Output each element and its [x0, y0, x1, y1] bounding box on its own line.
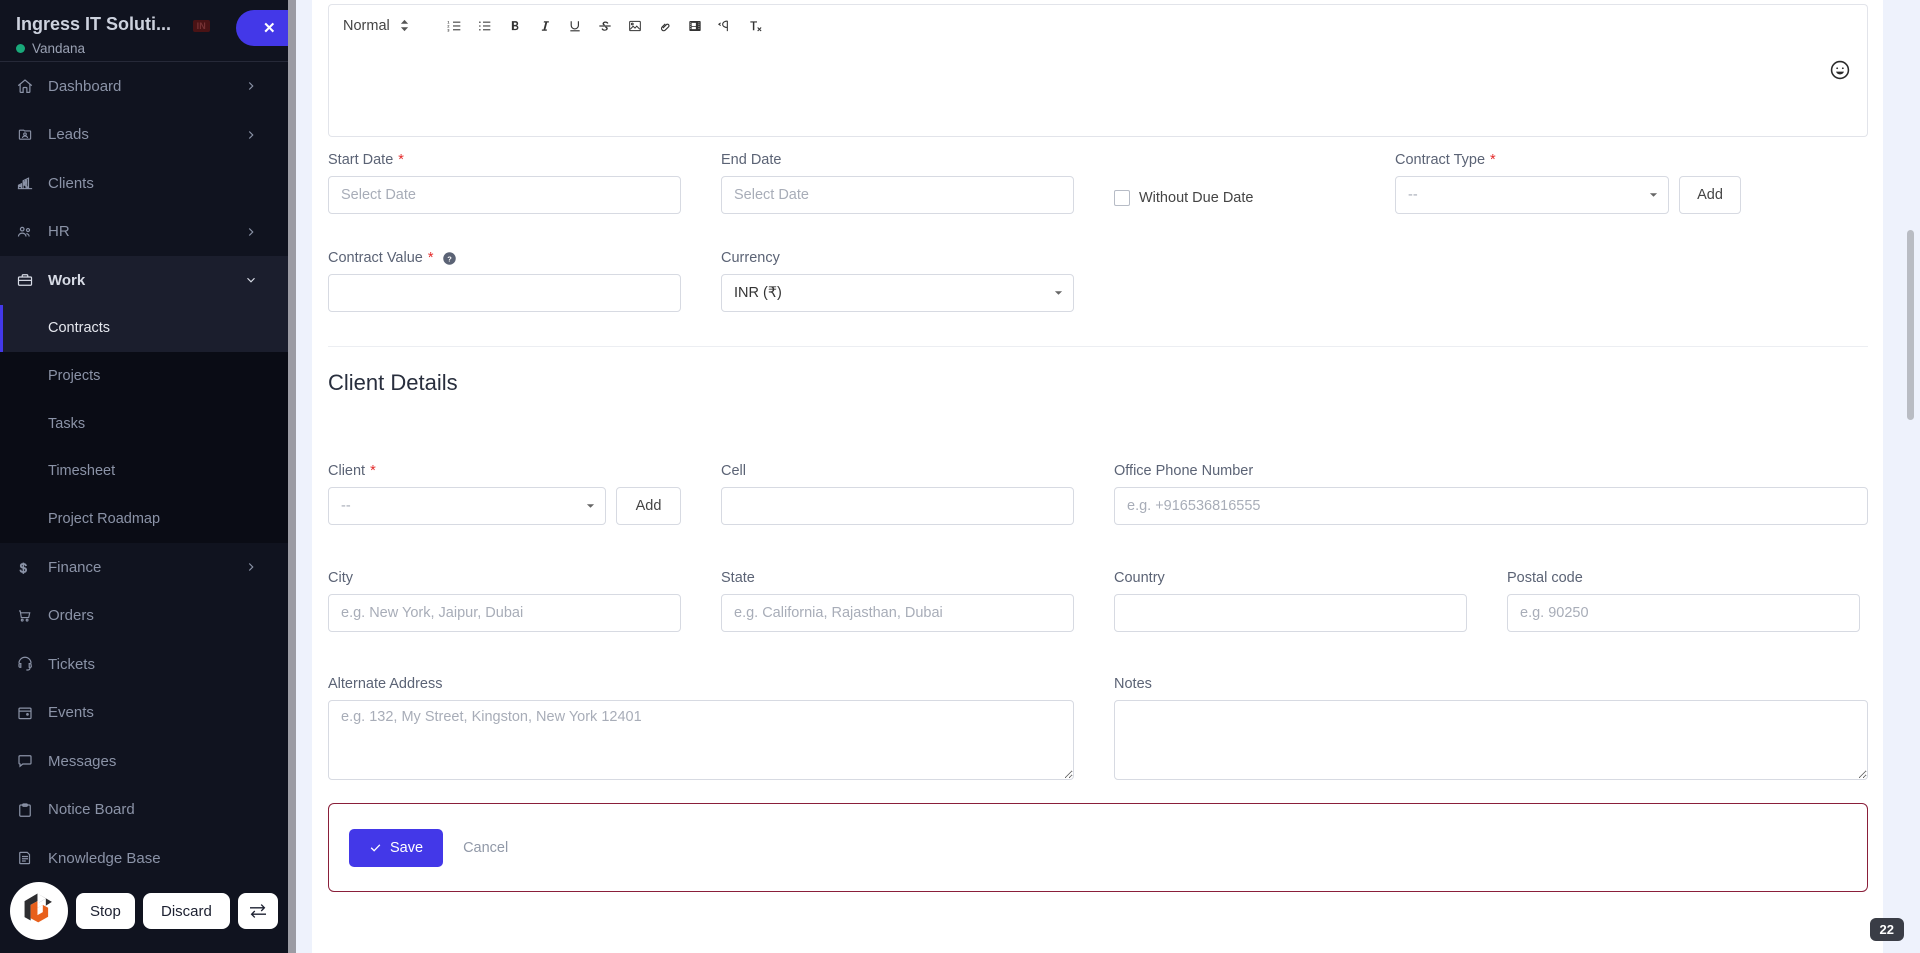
svg-text:$: $: [20, 560, 27, 575]
svg-text:3: 3: [447, 27, 450, 32]
svg-text:?: ?: [447, 254, 452, 263]
